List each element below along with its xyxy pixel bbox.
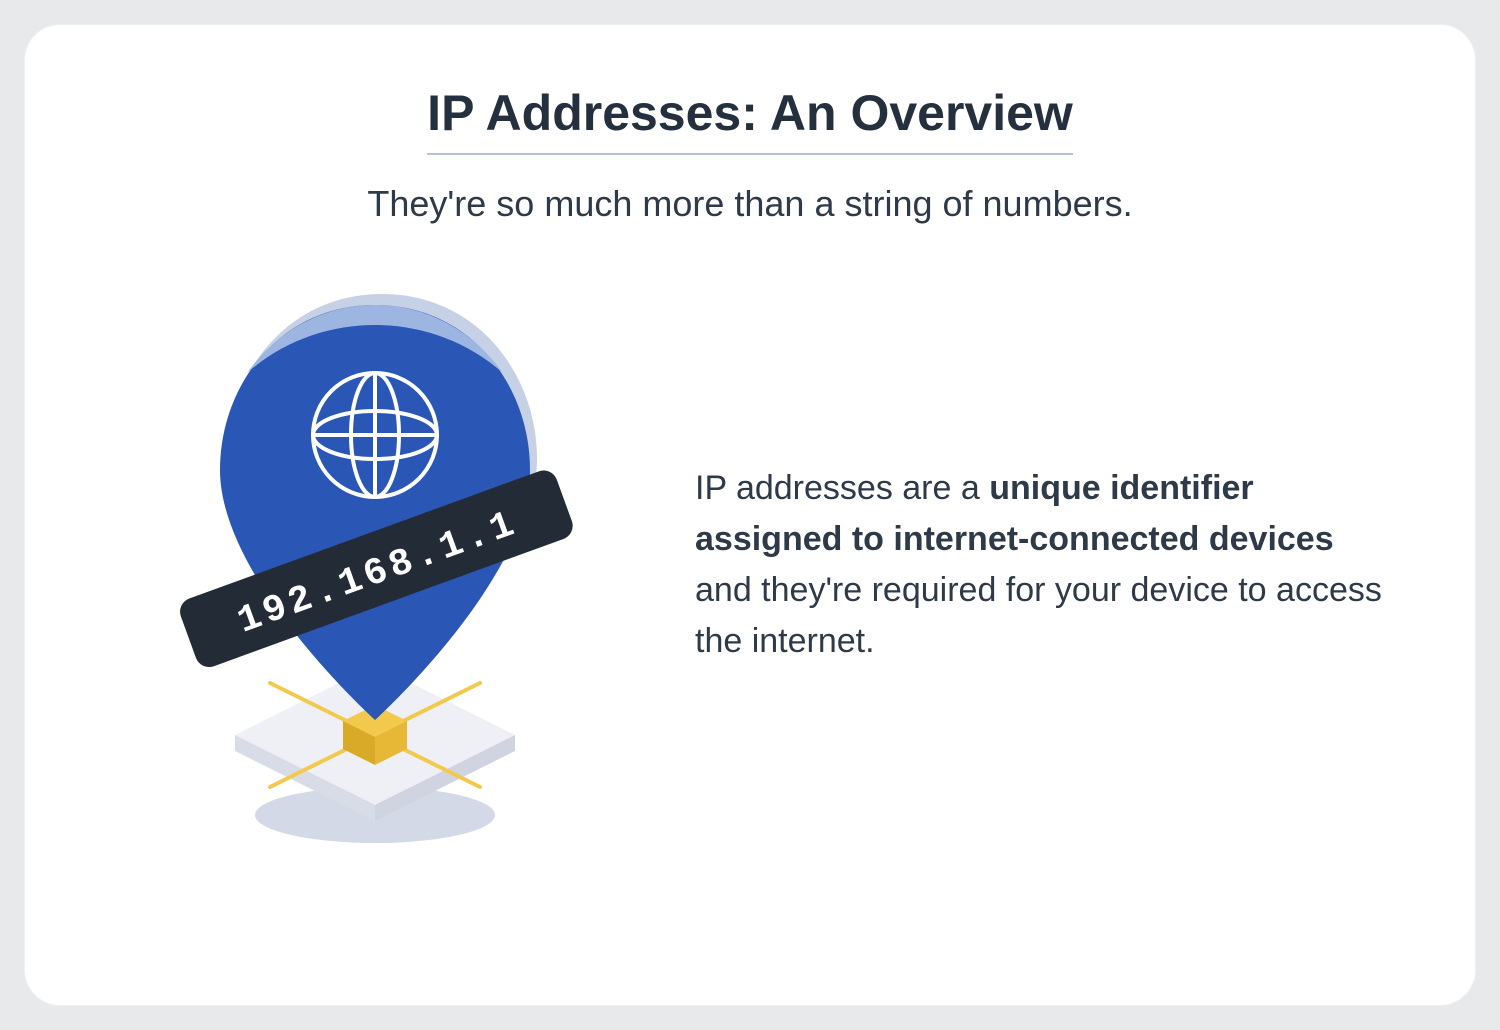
content-row: 192.168.1.1 IP addresses are a unique id… (115, 265, 1385, 865)
globe-icon (313, 373, 437, 497)
page-background: IP Addresses: An Overview They're so muc… (0, 0, 1500, 1030)
desc-prefix: IP addresses are a (695, 469, 989, 507)
header: IP Addresses: An Overview They're so muc… (115, 85, 1385, 225)
pin-illustration: 192.168.1.1 (115, 265, 635, 865)
info-card: IP Addresses: An Overview They're so muc… (24, 24, 1476, 1006)
pin-svg: 192.168.1.1 (115, 265, 635, 865)
desc-suffix: and they're required for your device to … (695, 571, 1382, 660)
page-title: IP Addresses: An Overview (427, 85, 1073, 155)
description-text: IP addresses are a unique identifier ass… (695, 463, 1385, 667)
page-subtitle: They're so much more than a string of nu… (115, 183, 1385, 225)
